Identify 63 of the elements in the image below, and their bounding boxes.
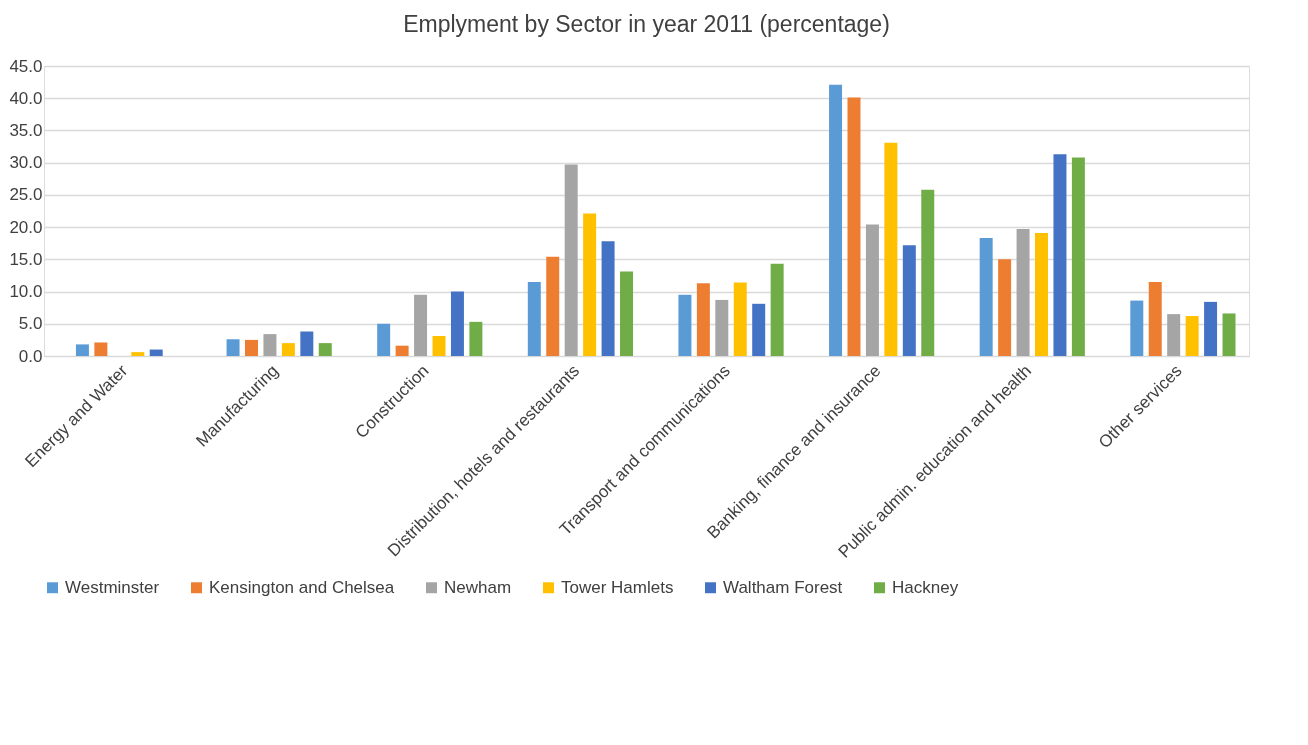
bar [620, 271, 634, 356]
bar [131, 352, 145, 356]
bar [1148, 281, 1162, 356]
bar [1167, 314, 1181, 356]
legend-label: Kensington and Chelsea [209, 577, 395, 597]
chart-title: Emplyment by Sector in year 2011 (percentage) [403, 11, 890, 37]
bar [281, 343, 295, 356]
bar [1016, 229, 1030, 356]
bar [678, 294, 692, 356]
bar [752, 303, 766, 356]
bar [226, 339, 240, 356]
bar [395, 345, 409, 356]
bar [263, 334, 277, 356]
y-tick-label: 45.0 [9, 56, 43, 76]
y-tick-label: 10.0 [9, 282, 43, 302]
bar [94, 342, 108, 356]
bar [564, 164, 578, 356]
bar [469, 321, 483, 356]
legend-label: Hackney [892, 577, 959, 597]
bar [377, 323, 391, 356]
bar [847, 97, 861, 356]
bar [1130, 300, 1144, 356]
bar [884, 142, 898, 356]
bar [1185, 316, 1199, 356]
bar [583, 213, 597, 356]
bar [149, 349, 163, 356]
bar [300, 331, 314, 356]
y-tick-label: 0.0 [18, 346, 43, 366]
bar [450, 291, 464, 356]
bar [1071, 157, 1085, 356]
y-tick-label: 35.0 [9, 120, 43, 140]
bar [998, 259, 1012, 356]
bar [601, 241, 615, 356]
bar [414, 294, 428, 356]
bar [432, 336, 446, 356]
bar [829, 84, 843, 356]
y-tick-label: 20.0 [9, 217, 43, 237]
bar [715, 299, 729, 356]
y-tick-label: 30.0 [9, 153, 43, 173]
legend-label: Newham [444, 577, 512, 597]
bar [546, 256, 560, 356]
bar [75, 344, 89, 356]
bar [733, 282, 747, 356]
bar [1222, 313, 1236, 356]
bar [527, 281, 541, 356]
bar [1204, 301, 1218, 356]
y-tick-label: 40.0 [9, 88, 43, 108]
bar [902, 245, 916, 356]
legend-label: Waltham Forest [723, 577, 843, 597]
bar [1053, 154, 1067, 356]
bar [1035, 232, 1048, 356]
y-tick-label: 15.0 [9, 249, 43, 269]
bar [921, 189, 935, 356]
y-tick-label: 25.0 [9, 185, 43, 205]
bar [245, 339, 258, 356]
bar [318, 343, 332, 356]
legend-label: Westminster [65, 577, 160, 597]
bar [770, 263, 784, 356]
y-tick-label: 5.0 [18, 314, 43, 334]
bar [865, 224, 879, 356]
bar [696, 283, 710, 356]
bar [979, 238, 993, 356]
legend-label: Tower Hamlets [561, 577, 674, 597]
